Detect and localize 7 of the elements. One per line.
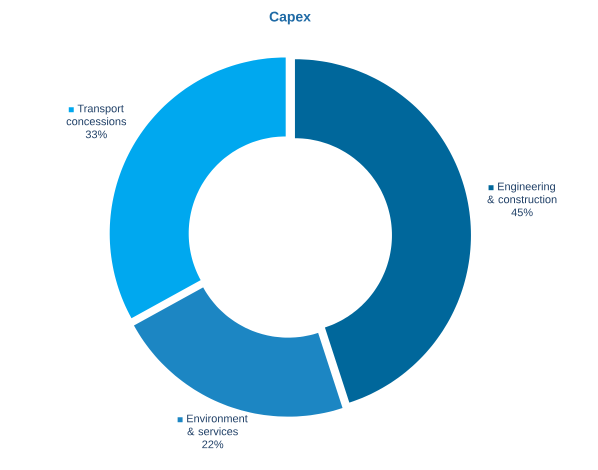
- legend-label: Environment & services: [187, 414, 248, 436]
- legend-label: Transport concessions: [66, 104, 126, 126]
- legend-label: Engineering & construction: [487, 182, 556, 204]
- data-label: 22%: [202, 440, 224, 448]
- chart-title: Capex: [270, 12, 311, 24]
- data-label: 33%: [86, 130, 107, 138]
- data-label: 45%: [511, 208, 533, 216]
